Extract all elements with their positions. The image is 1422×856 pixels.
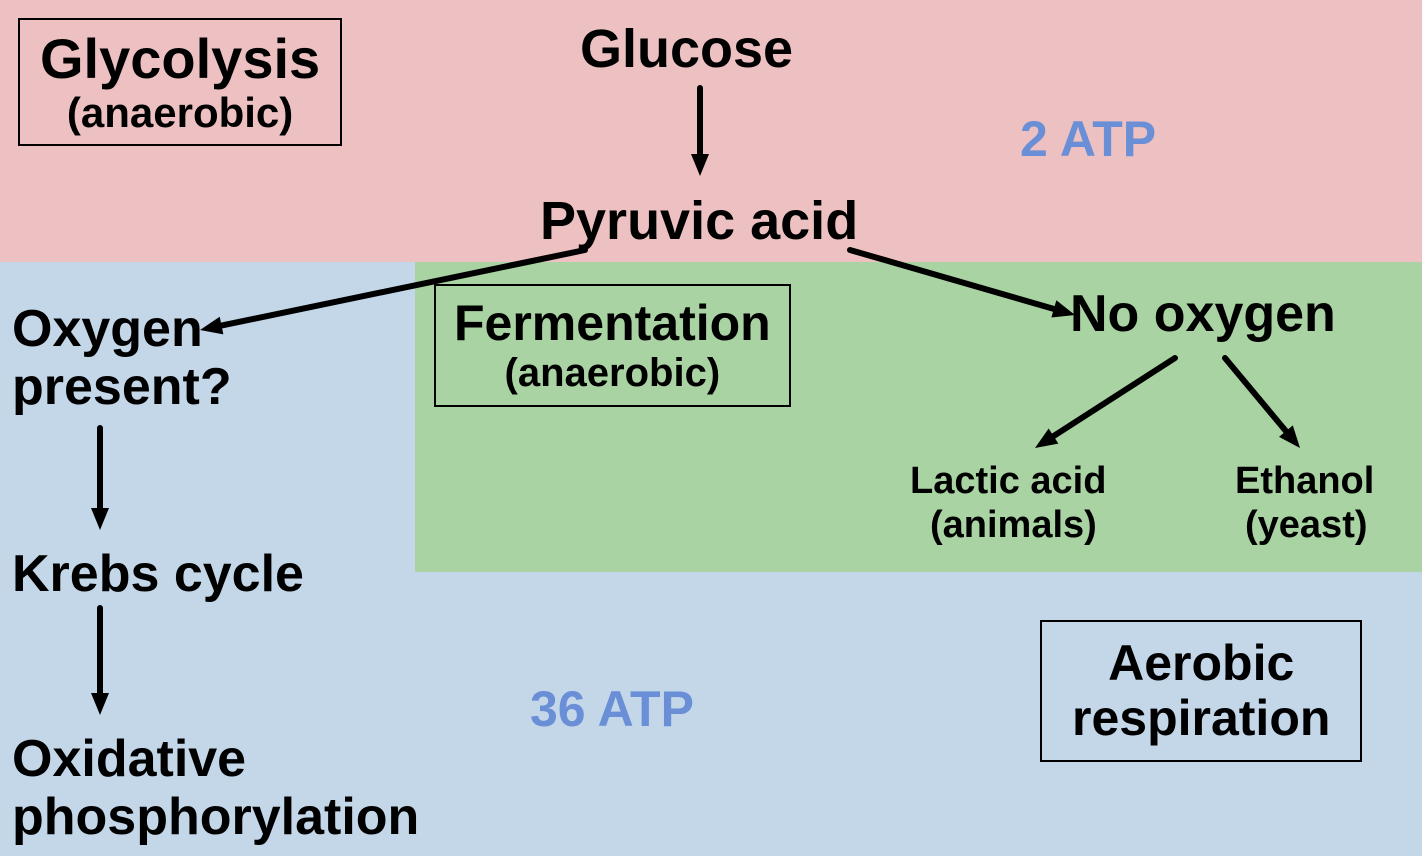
label-2-atp: 2 ATP	[1020, 110, 1156, 168]
label-36-atp: 36 ATP	[530, 680, 694, 738]
box-glycolysis-sub: (anaerobic)	[40, 90, 320, 136]
box-fermentation: Fermentation (anaerobic)	[434, 284, 791, 407]
box-aerobic-title: Aerobic	[1072, 636, 1330, 691]
box-fermentation-title: Fermentation	[454, 296, 771, 351]
node-ethanol-line2: (yeast)	[1245, 504, 1368, 548]
box-aerobic-sub: respiration	[1072, 691, 1330, 746]
node-lactic-acid-line2: (animals)	[930, 504, 1097, 548]
node-lactic-acid-line1: Lactic acid	[910, 460, 1106, 504]
box-aerobic-respiration: Aerobic respiration	[1040, 620, 1362, 762]
node-ethanol-line1: Ethanol	[1235, 460, 1374, 504]
box-glycolysis: Glycolysis (anaerobic)	[18, 18, 342, 146]
node-oxidative-phosphorylation-line2: phosphorylation	[12, 788, 419, 848]
node-pyruvic-acid: Pyruvic acid	[540, 190, 858, 252]
node-oxygen-present-line1: Oxygen	[12, 300, 203, 360]
node-oxygen-present-line2: present?	[12, 358, 232, 418]
box-glycolysis-title: Glycolysis	[40, 28, 320, 90]
node-no-oxygen: No oxygen	[1070, 285, 1336, 345]
diagram-canvas: Glycolysis (anaerobic) Fermentation (ana…	[0, 0, 1422, 856]
node-glucose: Glucose	[580, 18, 793, 80]
node-krebs-cycle: Krebs cycle	[12, 545, 304, 605]
box-fermentation-sub: (anaerobic)	[454, 351, 771, 395]
node-oxidative-phosphorylation-line1: Oxidative	[12, 730, 246, 790]
